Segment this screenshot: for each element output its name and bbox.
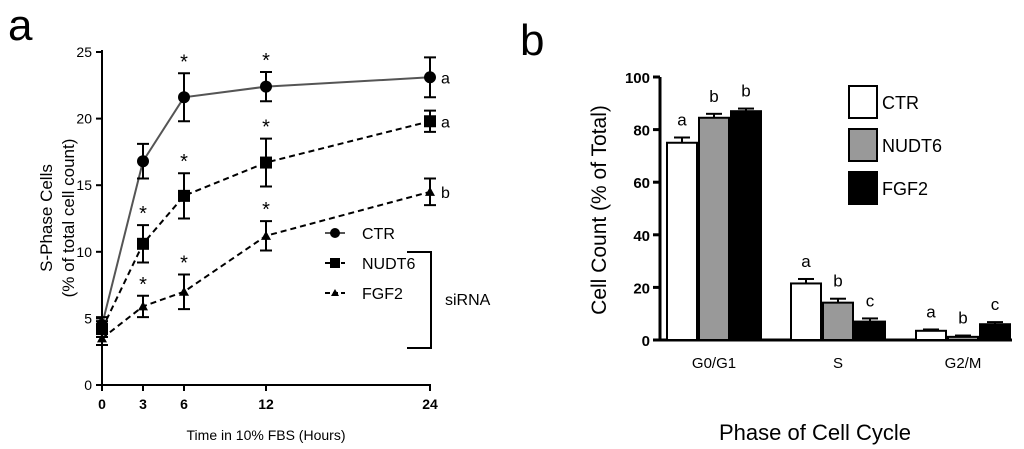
legend-swatch-CTR xyxy=(848,85,878,119)
significance-star: * xyxy=(180,51,188,73)
significance-star: * xyxy=(262,117,270,139)
a-x-tick-label: 12 xyxy=(258,396,274,412)
data-point-FGF2 xyxy=(97,333,107,343)
significance-star: * xyxy=(180,151,188,173)
panel-label-b: b xyxy=(520,16,544,65)
bar-CTR-S xyxy=(790,282,822,341)
a-xlabel: Time in 10% FBS (Hours) xyxy=(187,427,346,443)
panel-label-a: a xyxy=(8,1,33,50)
significance-letter: b xyxy=(741,82,750,101)
data-point-NUDT6 xyxy=(260,156,272,169)
b-x-tick-label: G2/M xyxy=(945,355,982,372)
series-line-NUDT6 xyxy=(101,120,431,330)
data-point-CTR xyxy=(260,80,272,93)
a-y-tick-label: 20 xyxy=(76,111,92,127)
bar-CTR-G0/G1 xyxy=(666,141,698,341)
significance-letter: a xyxy=(801,252,811,271)
b-y-tick-label: 80 xyxy=(633,123,650,140)
significance-letter: b xyxy=(709,87,718,106)
bar-NUDT6-G0/G1 xyxy=(698,116,730,341)
b-ylabel: Cell Count (% of Total) xyxy=(588,105,611,315)
data-point-FGF2 xyxy=(138,301,148,311)
data-point-FGF2 xyxy=(425,186,435,196)
a-y-tick-label: 25 xyxy=(76,44,92,60)
end-label: b xyxy=(441,185,450,202)
significance-star: * xyxy=(139,274,147,296)
b-xlabel: Phase of Cell Cycle xyxy=(719,420,911,445)
b-x-tick-label: G0/G1 xyxy=(692,355,736,372)
bar-NUDT6-S xyxy=(822,301,854,341)
bar-FGF2-G2/M xyxy=(979,323,1011,342)
b-y-tick-label: 40 xyxy=(633,228,650,245)
a-x-tick-label: 0 xyxy=(98,396,106,412)
legend-label-NUDT6: NUDT6 xyxy=(362,256,415,273)
legend-label-FGF2: FGF2 xyxy=(362,286,403,303)
b-x-tick-label: S xyxy=(833,355,843,372)
legend-swatch-FGF2 xyxy=(848,171,878,205)
a-y-tick-label: 10 xyxy=(76,244,92,260)
legend-label-FGF2: FGF2 xyxy=(882,179,928,199)
legend-swatch-NUDT6 xyxy=(848,128,878,162)
b-y-tick-label: 0 xyxy=(642,333,650,350)
bar-CTR-G2/M xyxy=(915,329,947,342)
significance-star: * xyxy=(139,203,147,225)
significance-star: * xyxy=(262,199,270,221)
end-label: a xyxy=(441,70,450,87)
a-y-tick-label: 0 xyxy=(84,377,92,393)
data-point-CTR xyxy=(424,71,436,84)
significance-letter: a xyxy=(926,302,936,321)
a-y-tick-label: 15 xyxy=(76,177,92,193)
legend-label-CTR: CTR xyxy=(362,226,395,243)
significance-letter: a xyxy=(677,110,687,129)
data-point-NUDT6 xyxy=(178,189,190,202)
data-point-NUDT6 xyxy=(137,237,149,250)
data-point-CTR xyxy=(137,155,149,168)
bar-NUDT6-G2/M xyxy=(947,335,979,341)
bar-FGF2-S xyxy=(854,320,886,341)
a-x-tick-label: 3 xyxy=(139,396,147,412)
end-label: a xyxy=(441,114,450,131)
a-ylabel2: (% of total cell count) xyxy=(59,139,78,298)
a-ylabel: S-Phase Cells xyxy=(37,164,56,272)
significance-letter: b xyxy=(958,309,967,328)
bar-FGF2-G0/G1 xyxy=(730,110,762,341)
legend-bracket xyxy=(407,251,432,349)
significance-star: * xyxy=(180,252,188,274)
legend-group-label: siRNA xyxy=(445,292,491,309)
data-point-NUDT6 xyxy=(424,115,436,128)
b-y-tick-label: 20 xyxy=(633,280,650,297)
b-y-tick-label: 100 xyxy=(625,70,650,87)
significance-star: * xyxy=(262,50,270,72)
legend-marker xyxy=(330,258,340,268)
b-y-tick-label: 60 xyxy=(633,175,650,192)
legend-marker xyxy=(330,228,340,238)
data-point-FGF2 xyxy=(179,286,189,296)
data-point-CTR xyxy=(178,91,190,104)
significance-letter: b xyxy=(833,272,842,291)
significance-letter: c xyxy=(991,295,1000,314)
a-x-tick-label: 24 xyxy=(422,396,438,412)
legend-label-CTR: CTR xyxy=(882,93,919,113)
data-point-FGF2 xyxy=(261,230,271,240)
a-y-tick-label: 5 xyxy=(84,310,92,326)
legend-label-NUDT6: NUDT6 xyxy=(882,136,942,156)
a-x-tick-label: 6 xyxy=(180,396,188,412)
significance-letter: c xyxy=(866,291,875,310)
legend-marker xyxy=(331,289,339,296)
